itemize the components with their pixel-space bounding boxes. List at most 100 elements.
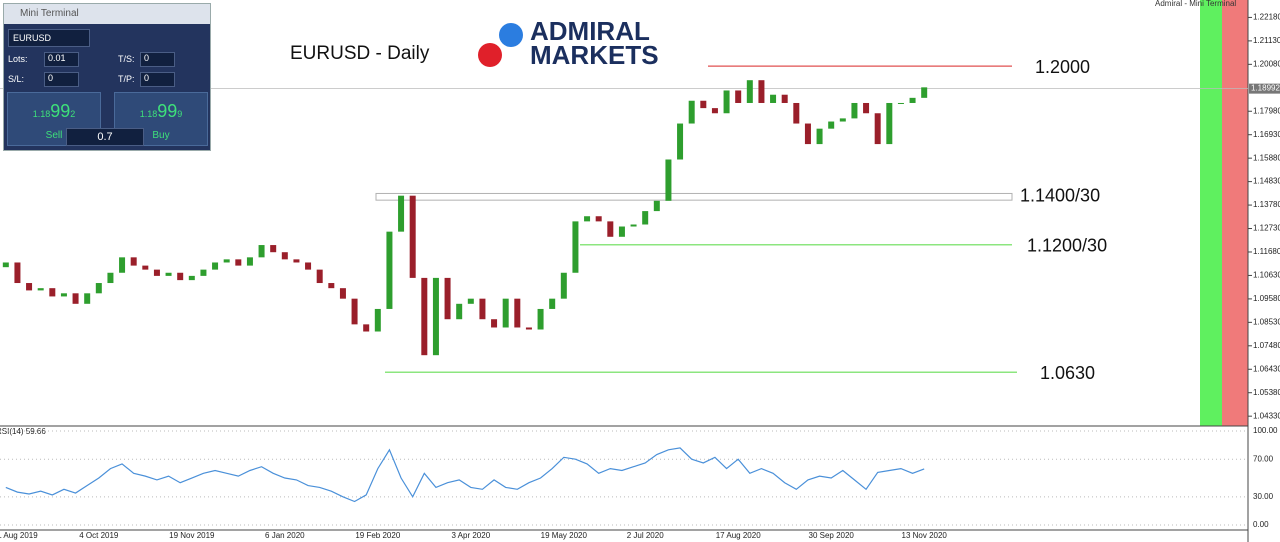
candle	[398, 195, 405, 232]
candle	[758, 80, 765, 103]
y-tick-label: 1.16930	[1253, 130, 1280, 139]
candle	[119, 257, 126, 273]
sell-strip	[1222, 0, 1248, 426]
y-tick-label: 1.10630	[1253, 271, 1280, 280]
candle	[37, 288, 44, 291]
candle	[386, 231, 393, 309]
x-tick-label: 1 Aug 2019	[0, 531, 38, 540]
buy-strip	[1200, 0, 1222, 426]
y-tick-label: 70.00	[1253, 454, 1274, 463]
price-part: 9	[177, 109, 183, 119]
x-tick-label: 19 Feb 2020	[355, 531, 400, 540]
candle	[84, 293, 91, 304]
ts-input[interactable]: 0	[140, 52, 175, 67]
candle	[804, 123, 811, 145]
candle	[723, 90, 730, 114]
candle	[514, 298, 521, 328]
candle	[921, 87, 928, 98]
candle	[328, 283, 335, 289]
price-part: 1.18	[139, 109, 158, 119]
y-tick-label: 1.14830	[1253, 177, 1280, 186]
candle	[828, 121, 835, 129]
rsi-title: RSI(14) 59.66	[0, 427, 46, 436]
candle	[746, 80, 753, 103]
candle	[781, 94, 788, 103]
candle	[188, 275, 195, 281]
sell-label: Sell	[45, 130, 63, 141]
candle	[130, 257, 137, 266]
candle	[26, 283, 33, 291]
sl-input[interactable]: 0	[44, 72, 79, 87]
candle	[642, 211, 649, 225]
candle	[281, 252, 288, 260]
level-label: 1.0630	[1040, 363, 1095, 383]
candle	[909, 97, 916, 103]
logo-dot	[499, 23, 523, 47]
y-tick-label: 1.22180	[1253, 13, 1280, 22]
field-label: Lots:	[8, 54, 28, 64]
candle	[584, 216, 591, 222]
field-label: T/S:	[118, 54, 135, 64]
candle	[688, 100, 695, 124]
candle	[153, 269, 160, 276]
field-label: T/P:	[118, 74, 135, 84]
candle	[793, 102, 800, 124]
mini-terminal: Mini Terminal EURUSD Lots: 0.01 T/S: 0 S…	[3, 3, 211, 151]
candle	[246, 257, 253, 266]
x-tick-label: 6 Jan 2020	[265, 531, 305, 540]
candle	[677, 123, 684, 160]
candle	[374, 308, 381, 332]
candle	[177, 272, 184, 281]
level-label: 1.2000	[1035, 57, 1090, 77]
candle	[549, 298, 556, 309]
candle	[525, 327, 532, 330]
candle	[560, 272, 567, 299]
candle	[572, 221, 579, 273]
tp-input[interactable]: 0	[140, 72, 175, 87]
candle	[444, 277, 451, 320]
candle	[839, 118, 846, 122]
y-tick-label: 1.08530	[1253, 317, 1280, 326]
y-tick-label: 1.09580	[1253, 294, 1280, 303]
x-tick-label: 19 Nov 2019	[169, 531, 215, 540]
spread: 0.7	[66, 128, 144, 146]
rsi-line	[5, 447, 925, 503]
candle	[235, 259, 242, 266]
lots-input[interactable]: 0.01	[44, 52, 79, 67]
y-tick-label: 1.06430	[1253, 364, 1280, 373]
level-zone	[375, 192, 1013, 201]
y-tick-label: 1.04330	[1253, 411, 1280, 420]
chart-title: EURUSD - Daily	[290, 43, 430, 64]
candle	[897, 102, 904, 104]
candle	[421, 277, 428, 356]
candle	[618, 226, 625, 237]
level-label: 1.1200/30	[1027, 236, 1107, 256]
x-tick-label: 30 Sep 2020	[809, 531, 855, 540]
y-tick-label: 0.00	[1253, 520, 1269, 529]
logo-dot	[478, 43, 502, 67]
candle	[72, 293, 79, 304]
x-tick-label: 19 May 2020	[541, 531, 588, 540]
candle	[607, 221, 614, 237]
candle	[502, 298, 509, 328]
x-tick-label: 4 Oct 2019	[79, 531, 119, 540]
y-tick-label: 1.11680	[1253, 247, 1280, 256]
candle	[165, 272, 172, 276]
candle	[305, 262, 312, 270]
candle	[107, 272, 114, 284]
candle	[14, 262, 21, 284]
candle	[2, 262, 9, 268]
x-tick-label: 13 Nov 2020	[902, 531, 948, 540]
candle	[316, 269, 323, 284]
last-price-box	[1249, 83, 1280, 94]
candle	[200, 269, 207, 276]
price-part: 99	[157, 101, 178, 121]
logo-text: ADMIRAL	[530, 16, 650, 46]
field-label: S/L:	[8, 74, 25, 84]
candle	[711, 108, 718, 114]
buy-label: Buy	[152, 130, 170, 141]
candle	[665, 159, 672, 201]
terminal-title: Mini Terminal	[4, 4, 210, 24]
symbol-select[interactable]: EURUSD	[8, 29, 90, 47]
